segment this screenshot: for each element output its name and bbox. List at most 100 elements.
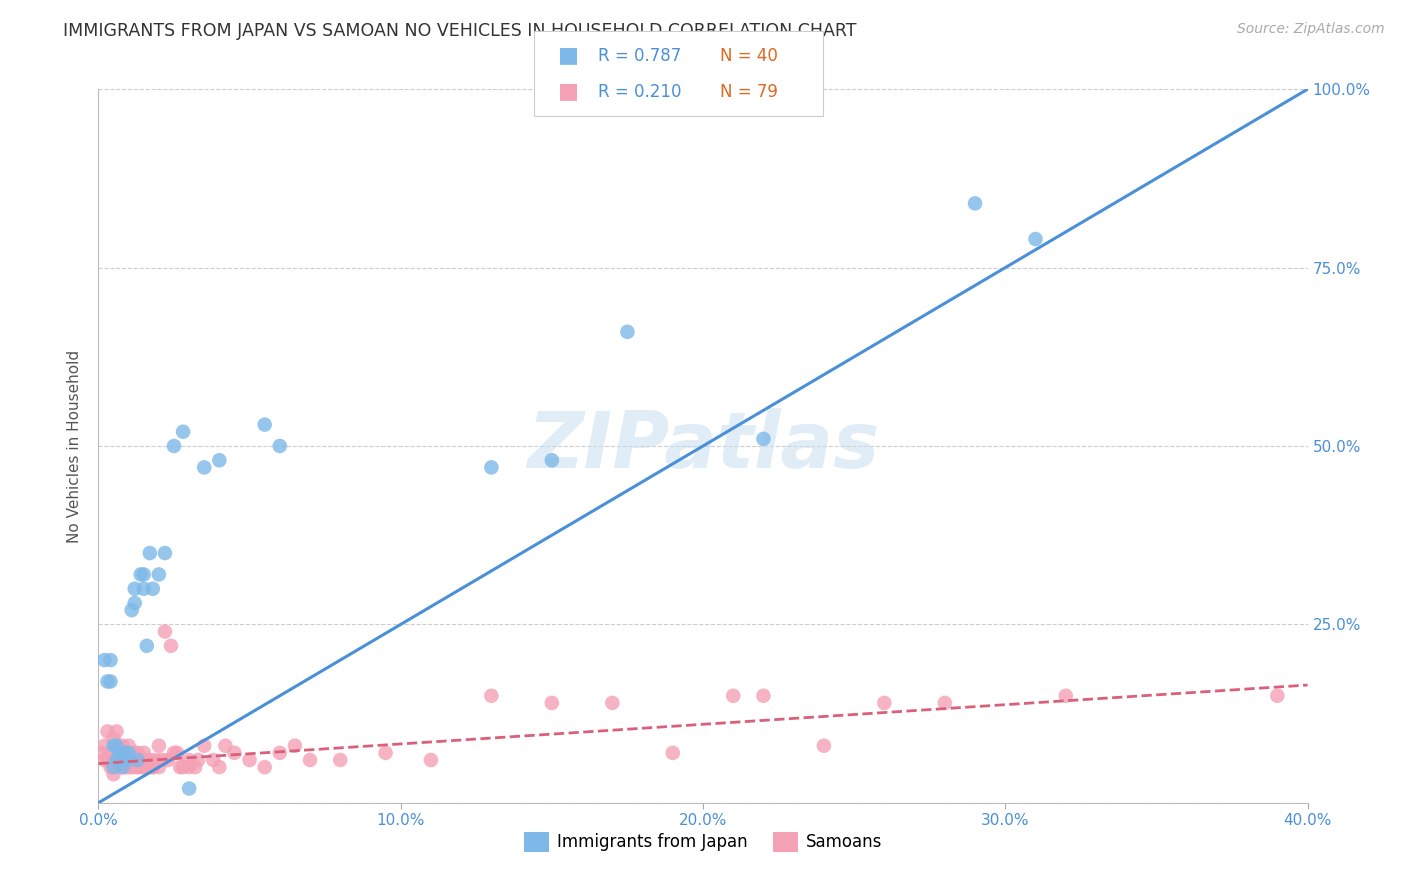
Point [142,582,165,596]
Point [148,760,170,774]
Point [224,746,246,760]
Point [540,696,562,710]
Point [105,753,128,767]
Point [752,689,775,703]
Point [602,696,624,710]
Point [139,753,162,767]
Point [127,760,149,774]
Point [420,753,443,767]
Point [124,582,146,596]
Point [103,753,125,767]
Point [121,753,143,767]
Point [1054,689,1077,703]
Point [253,760,276,774]
Point [202,753,225,767]
Point [179,760,201,774]
Point [100,760,122,774]
Text: ■: ■ [558,81,579,101]
Text: N = 79: N = 79 [720,83,778,101]
Point [124,746,146,760]
Point [105,724,128,739]
Text: N = 40: N = 40 [720,47,778,65]
Point [103,760,125,774]
Point [129,753,152,767]
Point [103,731,125,746]
Point [813,739,835,753]
Point [329,753,352,767]
Point [108,753,131,767]
Point [114,746,136,760]
Point [148,567,170,582]
Point [284,739,307,753]
Point [121,760,143,774]
Point [239,753,262,767]
Point [111,760,134,774]
Point [873,696,896,710]
Point [1024,232,1046,246]
Point [129,567,152,582]
Point [100,653,122,667]
Point [111,739,134,753]
Point [1267,689,1289,703]
Point [118,760,141,774]
Point [105,739,128,753]
Point [661,746,683,760]
Point [111,760,134,774]
Point [93,753,115,767]
Point [111,746,134,760]
Text: IMMIGRANTS FROM JAPAN VS SAMOAN NO VEHICLES IN HOUSEHOLD CORRELATION CHART: IMMIGRANTS FROM JAPAN VS SAMOAN NO VEHIC… [63,22,856,40]
Point [156,753,179,767]
Point [184,760,207,774]
Point [124,596,146,610]
Point [145,753,167,767]
Point [253,417,276,432]
Text: ZIPatlas: ZIPatlas [527,408,879,484]
Point [108,753,131,767]
Point [193,739,215,753]
Point [752,432,775,446]
Point [193,460,215,475]
Point [172,425,194,439]
Point [169,760,191,774]
Point [269,439,291,453]
Point [142,760,165,774]
Point [179,781,201,796]
Point [153,624,176,639]
Point [616,325,638,339]
Point [172,760,194,774]
Point [208,453,231,467]
Point [100,746,122,760]
Point [90,746,112,760]
Point [105,760,128,774]
Point [132,567,155,582]
Point [723,689,745,703]
Point [132,760,155,774]
Point [269,746,291,760]
Point [481,460,503,475]
Point [118,753,141,767]
Point [148,739,170,753]
Point [208,760,231,774]
Point [111,753,134,767]
Point [93,739,115,753]
Point [965,196,987,211]
Point [118,739,141,753]
Point [100,674,122,689]
Point [127,746,149,760]
Point [135,639,157,653]
Point [481,689,503,703]
Text: R = 0.787: R = 0.787 [598,47,681,65]
Legend: Immigrants from Japan, Samoans: Immigrants from Japan, Samoans [517,825,889,859]
Point [96,753,118,767]
Point [163,746,186,760]
Point [108,746,131,760]
Y-axis label: No Vehicles in Household: No Vehicles in Household [67,350,83,542]
Point [96,674,118,689]
Point [103,767,125,781]
Point [166,746,188,760]
Point [187,753,209,767]
Text: Source: ZipAtlas.com: Source: ZipAtlas.com [1237,22,1385,37]
Point [150,753,173,767]
Point [129,760,152,774]
Point [540,453,562,467]
